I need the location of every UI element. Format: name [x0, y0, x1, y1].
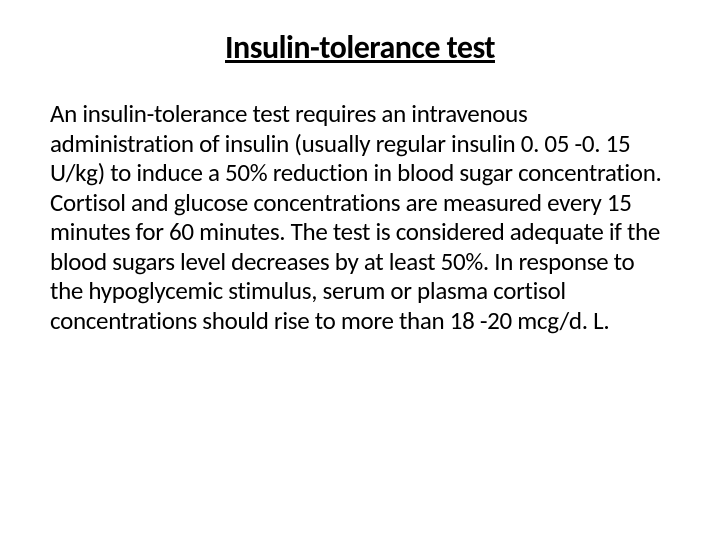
slide-title: Insulin-tolerance test	[50, 28, 670, 67]
slide-container: Insulin-tolerance test An insulin-tolera…	[0, 0, 720, 540]
slide-body-text: An insulin-tolerance test requires an in…	[50, 99, 670, 335]
